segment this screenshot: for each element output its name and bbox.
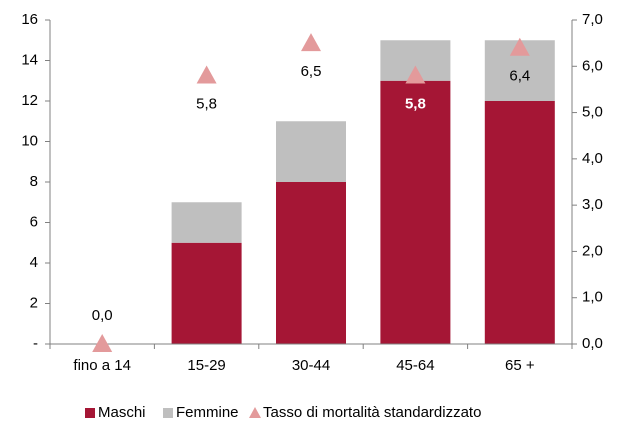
marker: [405, 65, 426, 84]
y-tick-label: 14: [21, 51, 38, 68]
legend-label: Maschi: [98, 404, 146, 421]
legend-label: Femmine: [176, 404, 239, 421]
x-tick-label: 45-64: [396, 357, 434, 374]
marker: [509, 37, 530, 56]
y2-tick-label: 2,0: [582, 242, 603, 259]
bar: [276, 182, 346, 344]
y-tick-label: -: [33, 335, 38, 352]
x-tick-label: 65 +: [505, 357, 535, 374]
y-tick-label: 4: [30, 254, 38, 271]
bar: [171, 202, 242, 243]
bar: [484, 101, 555, 344]
y2-tick-label: 1,0: [582, 289, 603, 306]
bar: [276, 121, 346, 182]
y-tick-label: 10: [21, 132, 38, 149]
y-tick-label: 2: [30, 294, 38, 311]
x-tick-label: fino a 14: [73, 357, 131, 374]
data-label: 0,0: [92, 307, 113, 324]
data-label: 5,8: [405, 96, 426, 113]
legend-label: Tasso di mortalità standardizzato: [263, 404, 481, 421]
y2-tick-label: 3,0: [582, 196, 603, 213]
y2-tick-label: 4,0: [582, 150, 603, 167]
legend-marker: [249, 407, 261, 418]
x-tick-label: 30-44: [292, 357, 330, 374]
y2-tick-label: 5,0: [582, 104, 603, 121]
y-tick-label: 6: [30, 213, 38, 230]
y2-tick-label: 6,0: [582, 57, 603, 74]
data-label: 6,4: [509, 68, 530, 85]
bar: [171, 242, 242, 344]
legend-marker: [85, 408, 95, 418]
y-tick-label: 16: [21, 11, 38, 28]
legend-marker: [163, 408, 173, 418]
marker: [92, 334, 113, 352]
y-tick-label: 12: [21, 92, 38, 109]
data-label: 5,8: [196, 96, 217, 113]
y-tick-label: 8: [30, 173, 38, 190]
x-tick-label: 15-29: [187, 357, 225, 374]
marker: [301, 33, 321, 52]
y2-tick-label: 7,0: [582, 11, 603, 28]
bar: [380, 80, 451, 344]
marker: [196, 65, 217, 84]
data-label: 6,5: [301, 63, 322, 80]
y2-tick-label: 0,0: [582, 335, 603, 352]
